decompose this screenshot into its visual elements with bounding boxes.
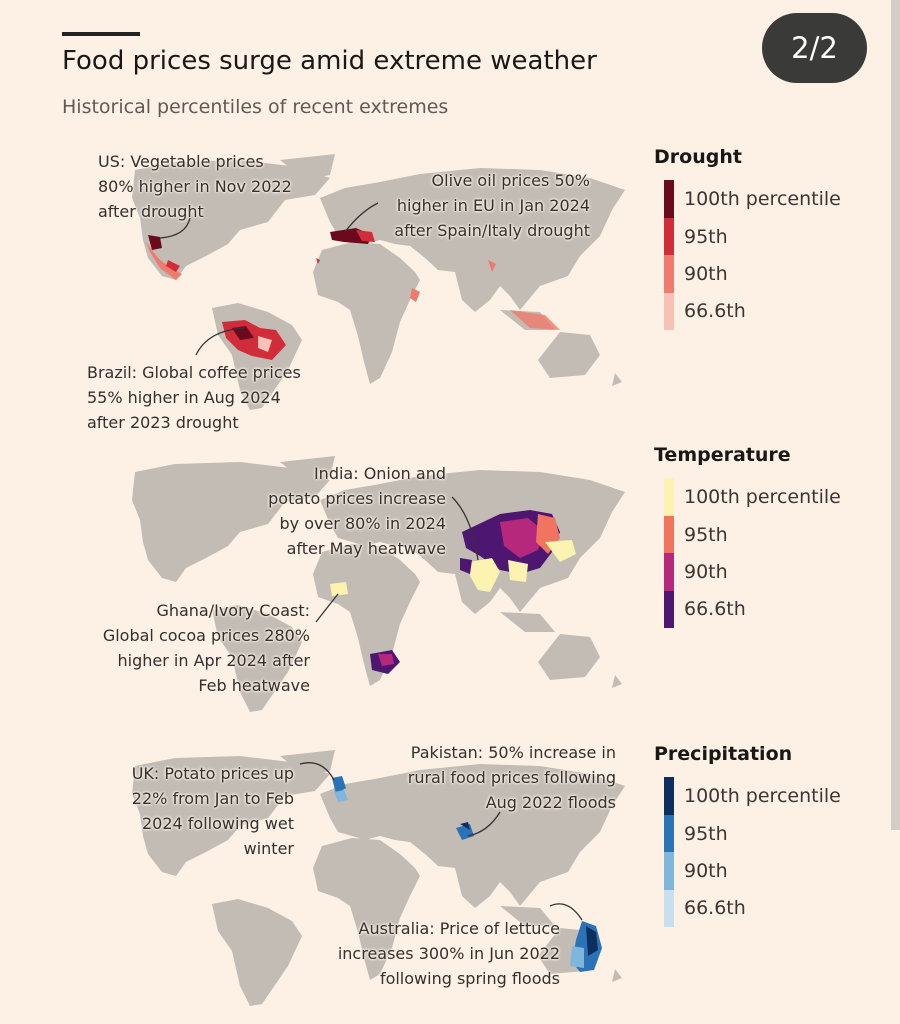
legend-label: 95th <box>684 226 728 248</box>
legend-label: 100th percentile <box>684 188 841 210</box>
legend-title: Temperature <box>654 444 791 466</box>
legend-color-bar <box>664 777 674 927</box>
swatch-95 <box>664 217 674 255</box>
scrollbar[interactable] <box>891 0 900 830</box>
page-title: Food prices surge amid extreme weather <box>62 46 597 76</box>
swatch-95 <box>664 814 674 852</box>
drought-hotspots <box>146 228 560 360</box>
swatch-66 <box>664 590 674 628</box>
precipitation-world-map <box>132 750 625 1006</box>
swatch-100 <box>664 180 674 218</box>
legend-label: 95th <box>684 524 728 546</box>
legend-label: 90th <box>684 561 728 583</box>
annotation-brazil-coffee: Brazil: Global coffee prices 55% higher … <box>87 363 301 432</box>
drought-legend: Drought 100th percentile 95th 90th 66.6t… <box>654 146 841 330</box>
annotation-us-vegetables: US: Vegetable prices 80% higher in Nov 2… <box>98 152 292 221</box>
annotation-uk-potato: UK: Potato prices up 22% from Jan to Feb… <box>131 764 294 858</box>
page-subtitle: Historical percentiles of recent extreme… <box>62 96 449 118</box>
scrollbar-thumb[interactable] <box>891 0 900 830</box>
swatch-90 <box>664 553 674 591</box>
drought-world-map <box>132 154 625 410</box>
title-rule <box>62 32 140 36</box>
swatch-100 <box>664 478 674 516</box>
precipitation-legend: Precipitation 100th percentile 95th 90th… <box>654 743 841 927</box>
australia-annotation-arrow <box>549 903 583 921</box>
legend-label: 66.6th <box>684 897 746 919</box>
annotation-ghana-cocoa: Ghana/Ivory Coast: Global cocoa prices 2… <box>102 601 310 695</box>
india-annotation-arrow <box>451 496 479 561</box>
swatch-90 <box>664 852 674 890</box>
us-annotation-arrow <box>159 217 191 239</box>
annotation-india-onion: India: Onion and potato prices increase … <box>268 464 446 558</box>
annotation-olive-oil: Olive oil prices 50% higher in EU in Jan… <box>394 171 590 240</box>
legend-color-bar <box>664 478 674 628</box>
ghana-annotation-arrow <box>315 593 339 623</box>
swatch-95 <box>664 515 674 553</box>
swatch-90 <box>664 255 674 293</box>
legend-title: Precipitation <box>654 743 793 765</box>
legend-color-bar <box>664 180 674 330</box>
temperature-legend: Temperature 100th percentile 95th 90th 6… <box>654 444 841 628</box>
olive-annotation-arrow <box>344 202 379 233</box>
annotation-pakistan-floods: Pakistan: 50% increase in rural food pri… <box>407 743 616 812</box>
swatch-66 <box>664 889 674 927</box>
pakistan-annotation-arrow <box>467 811 501 837</box>
temperature-world-map <box>132 456 625 712</box>
legend-label: 66.6th <box>684 598 746 620</box>
uk-annotation-arrow <box>299 762 335 781</box>
legend-title: Drought <box>654 146 742 168</box>
brazil-annotation-arrow <box>195 327 246 356</box>
page-indicator-badge[interactable]: 2/2 <box>762 13 867 83</box>
swatch-100 <box>664 777 674 815</box>
legend-label: 95th <box>684 823 728 845</box>
annotation-australia-lettuce: Australia: Price of lettuce increases 30… <box>337 919 560 988</box>
temperature-hotspots <box>330 510 576 674</box>
legend-label: 100th percentile <box>684 486 841 508</box>
legend-label: 90th <box>684 263 728 285</box>
legend-label: 100th percentile <box>684 785 841 807</box>
legend-label: 90th <box>684 860 728 882</box>
swatch-66 <box>664 292 674 330</box>
legend-label: 66.6th <box>684 300 746 322</box>
